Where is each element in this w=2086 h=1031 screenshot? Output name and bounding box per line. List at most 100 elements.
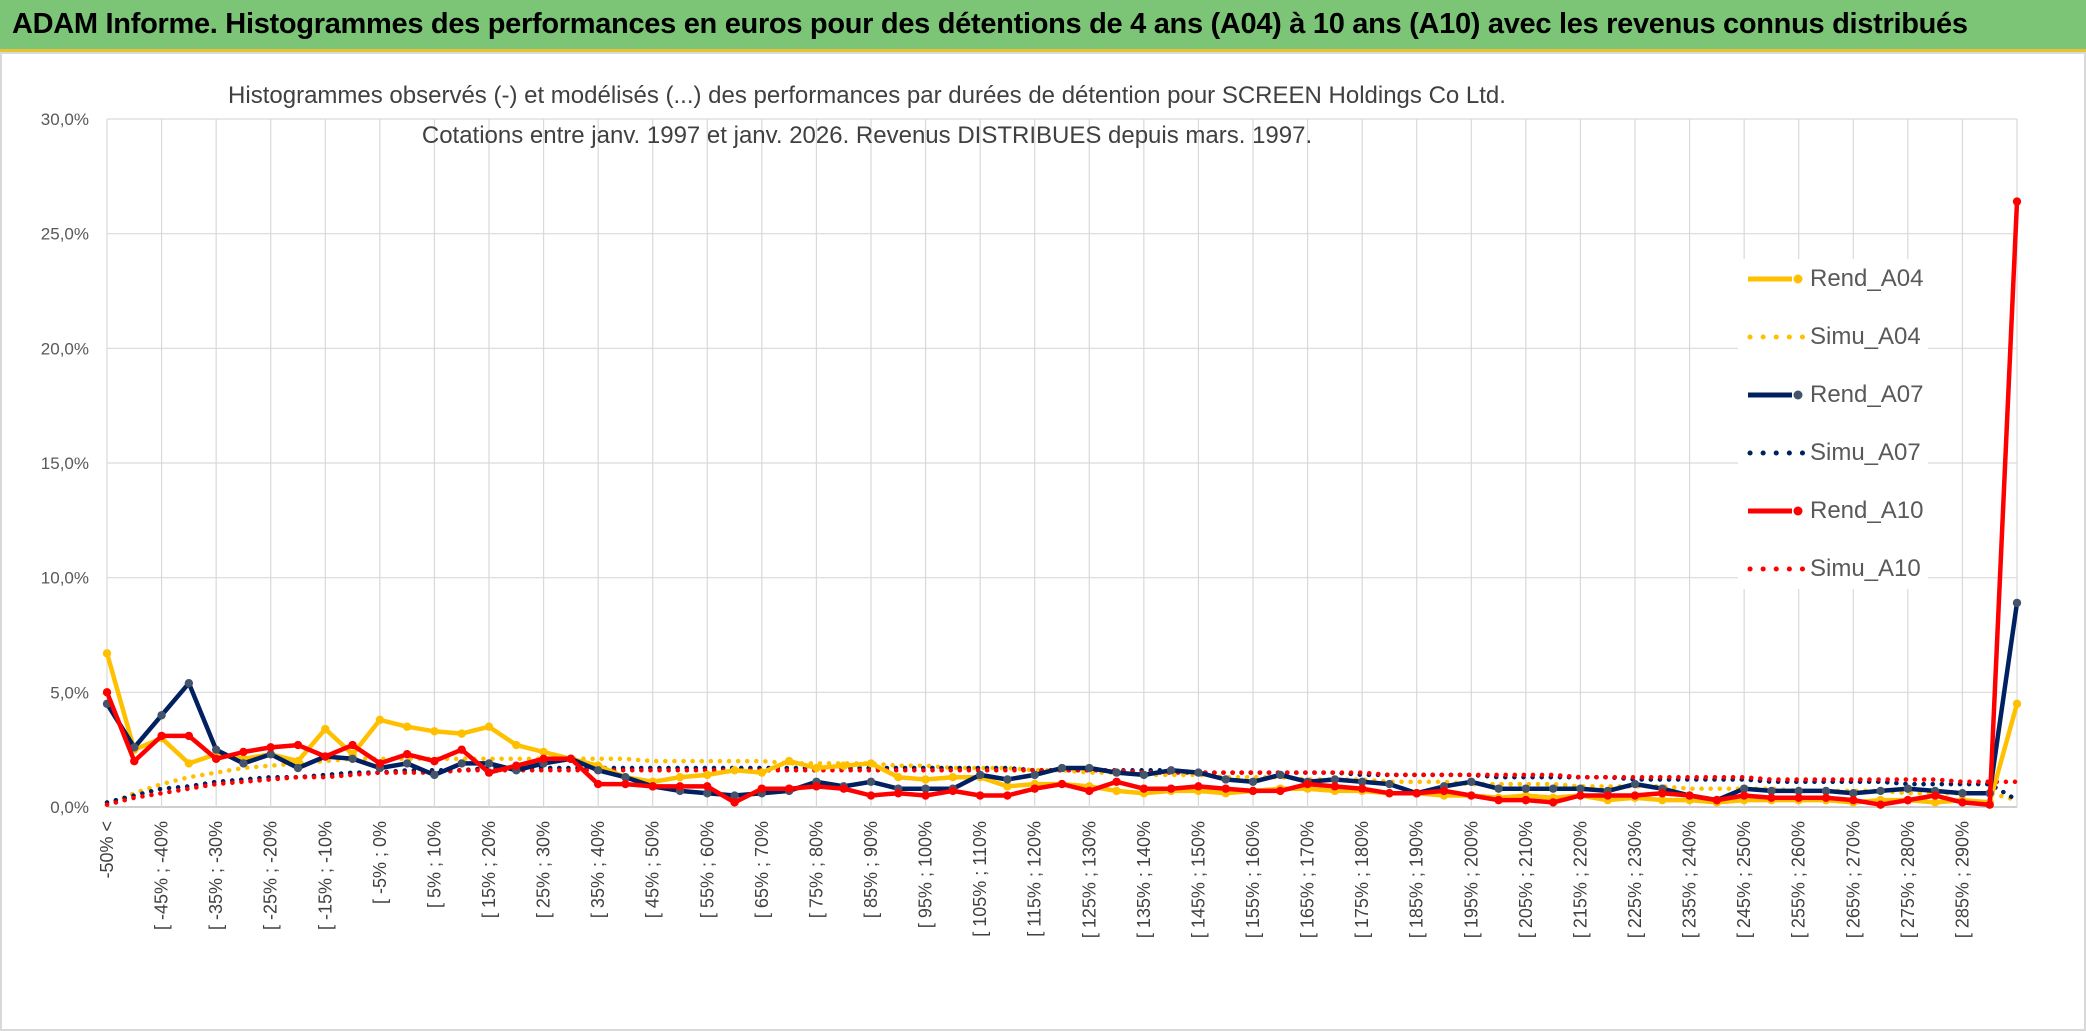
x-tick-label: -50% < [97,821,117,879]
series-rend-a07-point [1467,777,1476,786]
chart-area: 0,0% 5,0% 10,0% 15,0% 20,0% 25,0% 30,0% -50% <… [41,110,2022,938]
series-rend-a10-point [539,754,548,764]
series-rend-a10-point [921,791,930,800]
series-rend-a07-point [157,711,166,720]
x-tick-label: [ 285% ; 290% [1952,821,1972,938]
series-rend-a07-point [1385,779,1394,789]
series-rend-a07-point [430,770,439,780]
series-rend-a04-point [2012,699,2022,708]
series-rend-a10-point [1630,791,1640,800]
series-rend-a04-point [1930,798,1940,807]
x-tick-label: [ 275% ; 280% [1898,821,1918,938]
series-rend-a04-point [1003,782,1012,791]
series-rend-a10-point [1030,784,1039,793]
series-rend-a10-point [1548,798,1558,807]
series-rend-a10-point [157,731,166,741]
series-rend-a07-point [184,678,194,688]
series-rend-a10-point [730,798,739,807]
legend-label: Simu_A07 [1810,439,1921,466]
series-rend-a04-point [703,770,712,780]
series-rend-a07-point [1767,786,1776,796]
series-rend-a04-point [866,759,876,768]
series-rend-a10-point [784,784,794,793]
legend-label: Simu_A10 [1810,555,1921,582]
series-rend-a10-point [866,791,876,800]
chart-series [102,197,2022,809]
series-rend-a10-point [1057,779,1067,789]
series-rend-a10-point [1658,789,1667,798]
series-rend-a07-point [266,750,275,759]
x-tick-label: [ 105% ; 110% [970,821,990,937]
x-tick-label: [ 85% ; 90% [861,821,881,918]
x-tick-label: [ 175% ; 180% [1352,821,1372,938]
series-rend-a10-point [812,782,821,791]
series-rend-a07-point [1248,777,1258,786]
series-rend-a04-point [784,756,794,766]
series-rend-a04-point [457,729,466,738]
x-tick-label: [ 75% ; 80% [806,821,826,918]
x-tick-label: [ 265% ; 270% [1843,821,1863,938]
chart-subtitle: Cotations entre janv. 1997 et janv. 2026… [421,122,1313,149]
report-title: ADAM Informe. Histogrammes des performan… [12,8,1968,40]
series-rend-a10-point [1576,791,1585,800]
series-rend-a04-point [948,772,958,782]
series-rend-a07-point [1357,777,1367,786]
series-rend-a07-point [1112,768,1121,777]
series-rend-a10-point [1603,791,1612,800]
chart-title: Histogrammes observés (-) et modélisés (… [152,82,1582,110]
series-rend-a07-point [1085,763,1094,773]
x-tick-label: [ -25% ; -20% [261,821,281,930]
series-rend-a04-point [375,715,385,725]
series-rend-a07-point [1494,784,1503,793]
series-rend-a07-point [1849,789,1858,798]
x-tick-label: [ 35% ; 40% [588,821,608,918]
series-rend-a04-point [1112,786,1121,796]
series-rend-a10-point [1085,786,1094,796]
series-rend-a07-point [1576,784,1585,793]
series-rend-a10-point [1685,791,1694,800]
series-rend-a10-point [321,752,330,761]
series-rend-a04-point [730,766,739,775]
legend-swatch-solid-gold [1748,274,1803,284]
series-rend-a07-point [1166,766,1176,775]
series-rend-a10-point [130,756,139,766]
x-tick-label: [ -15% ; -10% [315,821,335,930]
legend-swatch-solid-red [1748,506,1803,516]
legend-swatch-solid-navy [1748,390,1803,400]
y-tick-label: 5,0% [50,683,89,702]
legend-item-rend-a07: Rend_A07 [1738,375,1928,415]
series-rend-a07-point [730,791,739,800]
series-rend-a04-point [921,775,930,784]
chart-gridlines [106,118,2018,808]
series-rend-a07-point [1330,775,1340,784]
series-rend-a10-point [348,740,357,750]
series-rend-a04-point [321,724,330,734]
series-rend-a10-point [1767,793,1776,803]
series-rend-a10-point [1139,784,1149,793]
series-rend-a10-point [1166,784,1176,793]
series-rend-a10-point [1712,795,1722,805]
series-rend-a10-point [1194,782,1203,791]
series-rend-a07-point [130,743,139,752]
series-rend-a10-point [211,754,221,764]
series-rend-a10-point [1930,791,1940,800]
series-rend-a10-point [512,761,521,770]
series-rend-a07-point [975,770,985,780]
x-tick-label: [ 65% ; 70% [752,821,772,918]
series-rend-a07-point [402,759,412,768]
x-tick-label: [ 235% ; 240% [1680,821,1700,938]
legend-item-simu-a04: Simu_A04 [1738,317,1928,357]
x-axis: -50% < [ -45% ; -40% [ -35% ; -30% [ -25% ;… [97,821,1972,938]
series-rend-a07-point [1057,763,1067,773]
series-rend-a10-point [1739,791,1749,800]
series-rend-a10-point [184,731,194,741]
legend-item-rend-a04: Rend_A04 [1738,259,1928,299]
x-tick-label: [ 215% ; 220% [1570,821,1590,938]
series-rend-a10-point [1330,782,1340,791]
series-rend-a10-point [1303,779,1312,789]
series-rend-a10-line [104,201,2020,807]
legend-item-rend-a10: Rend_A10 [1738,491,1928,531]
series-rend-a10-point [239,747,248,757]
series-rend-a04-point [839,761,848,770]
series-rend-a10-point [1385,789,1394,798]
